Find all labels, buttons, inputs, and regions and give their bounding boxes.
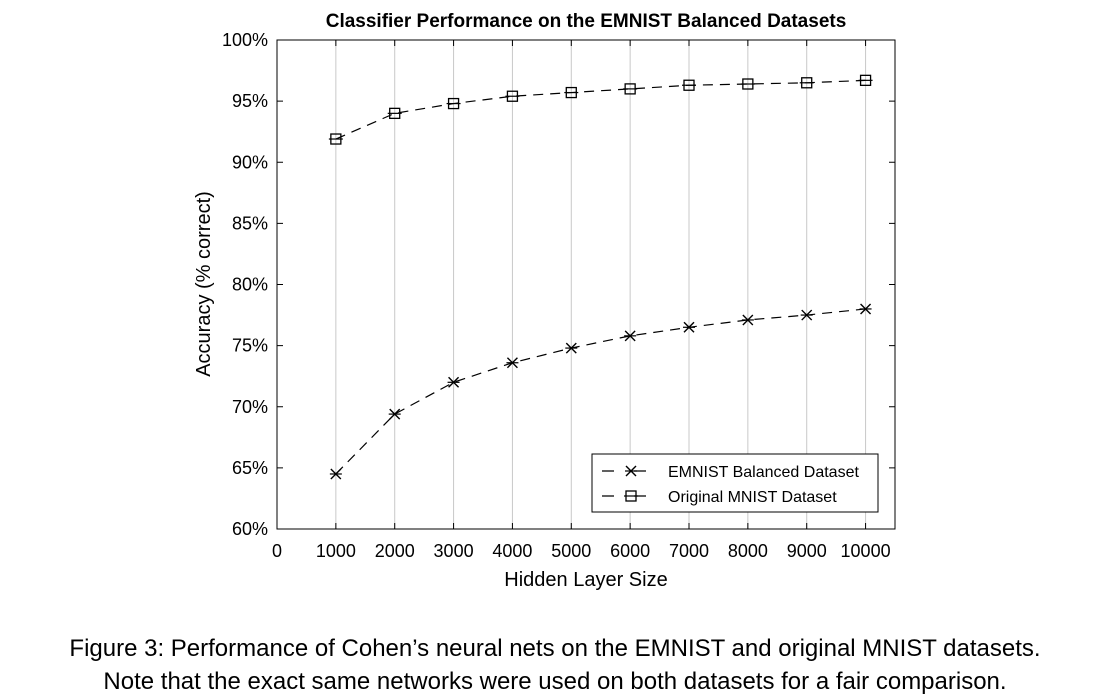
x-tick-label: 2000: [375, 541, 415, 561]
series-line-2: [335, 79, 866, 140]
line-chart: Classifier Performance on the EMNIST Bal…: [193, 11, 896, 591]
x-tick-label: 0: [272, 541, 282, 561]
data-point: [329, 468, 342, 480]
y-axis-label: Accuracy (% correct): [193, 191, 215, 377]
data-point: [858, 74, 873, 86]
y-tick-label: 95%: [232, 91, 268, 111]
data-point: [446, 97, 461, 110]
legend-box: [591, 453, 879, 513]
data-point: [624, 330, 637, 342]
data-point: [859, 303, 872, 315]
data-point: [387, 107, 402, 119]
x-tick-labels: 0 1000 2000 3000 4000 5000 6000 7000 8000 9000 100…: [272, 541, 891, 561]
y-tick-label: 100%: [222, 30, 268, 50]
y-tick-label: 70%: [232, 397, 268, 417]
data-point: [565, 342, 578, 354]
x-tick-label: 6000: [610, 541, 650, 561]
y-tick-label: 80%: [232, 275, 268, 295]
data-point: [799, 77, 814, 89]
y-tick-label: 90%: [232, 152, 268, 172]
data-point: [328, 133, 343, 145]
figure-caption-line-2: Note that the exact same networks were u…: [103, 668, 1007, 695]
x-axis-label: Hidden Layer Size: [504, 569, 667, 591]
data-point: [505, 90, 520, 102]
data-point: [623, 83, 638, 95]
x-tick-label: 4000: [492, 541, 532, 561]
legend-marker: [625, 465, 637, 477]
y-tick-label: 85%: [232, 213, 268, 233]
y-tick-label: 75%: [232, 336, 268, 356]
x-tick-label: 1000: [316, 541, 356, 561]
legend: EMNIST Balanced Dataset Original MNIST Da…: [591, 453, 879, 513]
data-point: [682, 79, 696, 91]
data-point: [388, 408, 401, 420]
data-point: [447, 376, 460, 388]
y-tick-label: 60%: [232, 519, 268, 539]
x-tick-label: 8000: [728, 541, 768, 561]
grid-lines: [335, 40, 867, 529]
legend-label: Original MNIST Dataset: [668, 489, 837, 506]
data-series: [328, 74, 873, 480]
x-tick-label: 9000: [787, 541, 827, 561]
legend-marker: [624, 490, 638, 502]
figure-caption-line-1: Figure 3: Performance of Cohen’s neural …: [69, 635, 1041, 662]
y-tick-labels: 60% 65% 70% 75% 80% 85% 90% 95% 100%: [222, 30, 268, 539]
chart-title: Classifier Performance on the EMNIST Bal…: [326, 11, 847, 32]
data-point: [683, 321, 695, 333]
plot-frame: [276, 39, 896, 530]
y-tick-label: 65%: [232, 458, 268, 478]
series-line-1: [335, 308, 866, 475]
x-tick-label: 3000: [434, 541, 474, 561]
x-tick-label: 7000: [669, 541, 709, 561]
data-point: [800, 309, 813, 321]
data-point: [506, 357, 519, 369]
x-tick-label: 5000: [551, 541, 591, 561]
data-point: [564, 86, 579, 99]
x-tick-label: 10000: [841, 541, 891, 561]
legend-label: EMNIST Balanced Dataset: [668, 464, 859, 481]
data-point: [740, 78, 755, 90]
data-point: [741, 314, 754, 326]
